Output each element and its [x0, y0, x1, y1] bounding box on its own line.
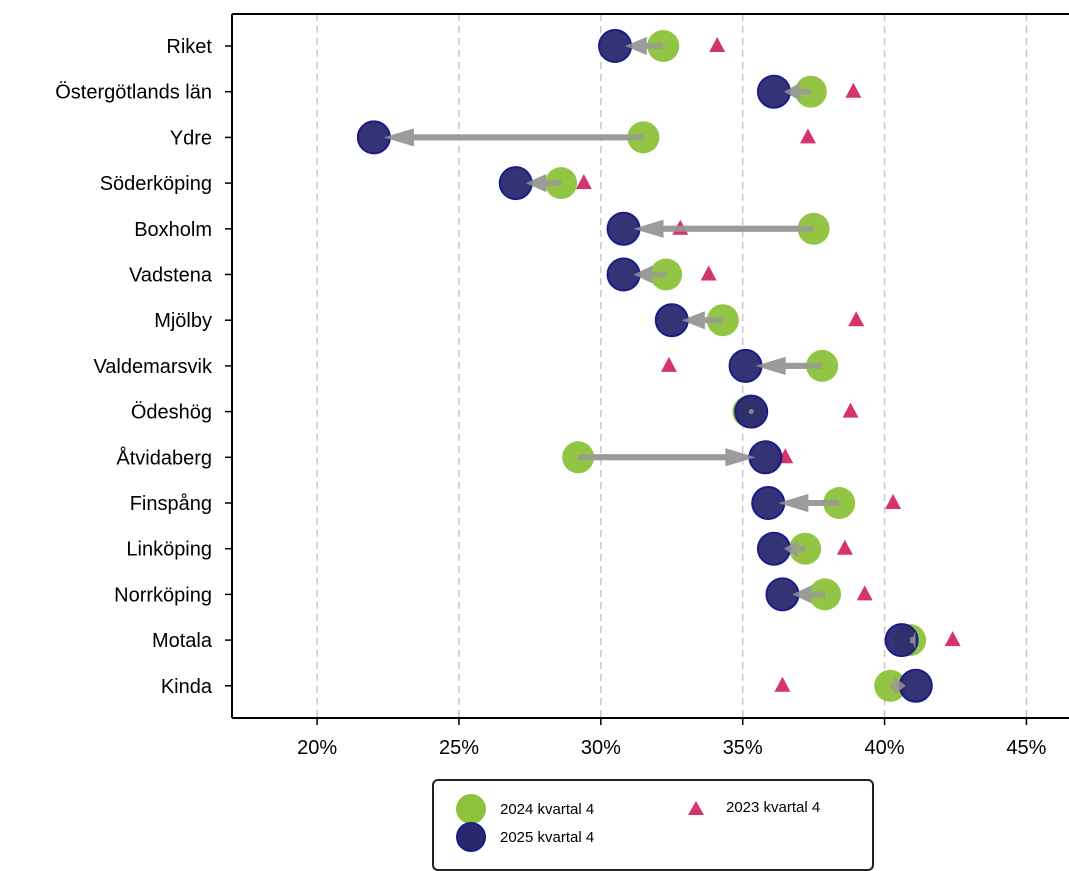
- legend-label-2025: 2025 kvartal 4: [500, 828, 595, 846]
- chart-plot: 20% 25% 30% 35% 40% 45% Riket Östergötlands län…: [55, 13, 1069, 759]
- y-tick-label: Östergötlands län: [55, 82, 212, 104]
- x-tick-label: 20%: [297, 737, 337, 759]
- legend-marker-2024: [456, 794, 486, 824]
- arrow-head: [725, 448, 756, 467]
- legend-item-2023: 2023 kvartal 4: [682, 799, 820, 816]
- legend: 2024 kvartal 4 2023 kvartal 4 2025 kvart…: [432, 779, 874, 871]
- x-tick-label: 35%: [723, 737, 763, 759]
- arrow-head: [625, 37, 647, 55]
- arrow-head: [525, 174, 547, 193]
- y-tick-label: Norrköping: [114, 584, 212, 606]
- arrow-dot: [748, 409, 754, 415]
- tick-labels: 20% 25% 30% 35% 40% 45% Riket Östergötlands län…: [55, 36, 1046, 759]
- point-2023: [660, 356, 677, 372]
- y-tick-label: Mjölby: [154, 310, 212, 332]
- x-tick-label: 30%: [581, 737, 621, 759]
- y-tick-label: Ydre: [170, 127, 212, 149]
- y-tick-label: Söderköping: [100, 173, 212, 195]
- y-tick-label: Boxholm: [134, 219, 212, 241]
- y-tick-label: Åtvidaberg: [116, 446, 212, 469]
- y-tick-label: Finspång: [130, 493, 212, 515]
- y-tick-label: Ödeshög: [131, 402, 212, 424]
- point-2023: [799, 128, 816, 144]
- y-tick-label: Motala: [152, 630, 213, 652]
- point-2023: [848, 311, 865, 327]
- legend-label-2024: 2024 kvartal 4: [500, 800, 595, 818]
- arrow-head: [778, 494, 809, 512]
- legend-item-2025: 2025 kvartal 4: [456, 822, 594, 852]
- arrow-head: [633, 219, 664, 238]
- point-2023: [709, 37, 726, 52]
- data-markers: [356, 29, 961, 703]
- arrow-head: [383, 128, 414, 147]
- x-tick-label: 25%: [439, 737, 479, 759]
- point-2023: [575, 174, 592, 190]
- arrow-head: [681, 311, 705, 330]
- arrow-head: [755, 356, 786, 375]
- legend-item-2024: 2024 kvartal 4: [456, 794, 594, 824]
- x-tick-label: 40%: [865, 737, 905, 759]
- arrow-head: [792, 585, 812, 604]
- y-tick-label: Vadstena: [129, 265, 213, 287]
- point-2023: [700, 265, 717, 281]
- axes: [225, 13, 1069, 725]
- point-2023: [774, 676, 791, 692]
- y-tick-label: Riket: [166, 36, 212, 58]
- point-2023: [842, 402, 859, 418]
- change-arrows-overlay: [383, 37, 916, 695]
- y-tick-label: Linköping: [126, 539, 212, 561]
- point-2023: [845, 82, 862, 98]
- point-2025: [884, 623, 919, 658]
- point-2023: [836, 539, 853, 555]
- y-tick-label: Kinda: [161, 676, 213, 698]
- y-tick-label: Valdemarsvik: [93, 356, 213, 378]
- arrow-head: [783, 82, 801, 101]
- point-2023: [885, 494, 902, 509]
- point-2023: [856, 585, 873, 601]
- point-2023: [944, 631, 961, 647]
- legend-label-2023: 2023 kvartal 4: [726, 799, 821, 816]
- x-tick-label: 45%: [1006, 737, 1046, 759]
- arrow-head: [894, 676, 906, 695]
- arrow-head: [911, 631, 916, 650]
- arrow-head: [783, 539, 798, 558]
- legend-marker-2023: [688, 800, 704, 815]
- arrow-head: [633, 265, 653, 284]
- legend-marker-2025: [456, 822, 486, 852]
